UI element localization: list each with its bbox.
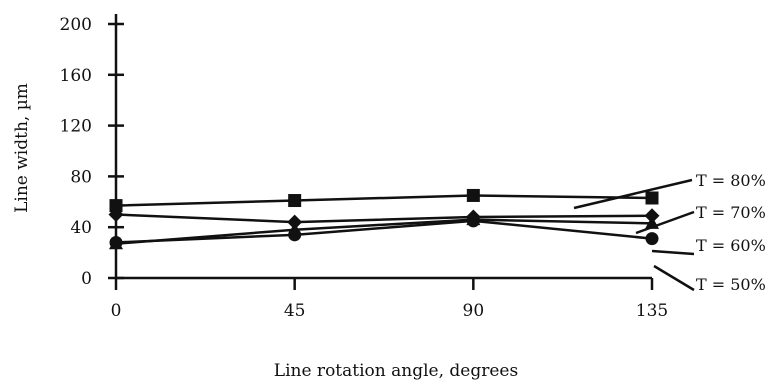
y-tick-label: 120 <box>60 117 92 137</box>
legend: T = 80% T = 70% T = 60% T = 50% <box>573 171 766 294</box>
y-tick-label: 0 <box>81 269 92 289</box>
data-point-square <box>288 194 302 208</box>
y-tick-label: 160 <box>60 66 92 86</box>
series-line-1 <box>115 194 653 207</box>
data-point-circle <box>645 232 659 246</box>
y-tick-label: 80 <box>70 167 92 187</box>
legend-leader-line <box>573 178 693 210</box>
x-axis-label: Line rotation angle, degrees <box>274 361 518 381</box>
data-point-diamond <box>287 214 303 230</box>
data-point-square <box>109 199 123 213</box>
legend-label: T = 70% <box>696 203 766 222</box>
legend-label: T = 50% <box>696 275 766 294</box>
x-tick-label: 90 <box>463 301 485 321</box>
legend-label: T = 60% <box>696 236 766 255</box>
legend-leader-line <box>653 264 695 292</box>
x-tick-label: 0 <box>111 301 122 321</box>
y-tick-label: 40 <box>70 218 92 238</box>
legend-leader-line <box>635 210 695 235</box>
y-tick-label: 200 <box>60 15 92 35</box>
data-point-diamond <box>108 207 124 222</box>
data-point-circle <box>288 228 302 242</box>
series-line-4 <box>115 219 653 244</box>
series-line-2 <box>115 213 653 224</box>
data-point-circle <box>466 214 480 228</box>
x-tick-label: 135 <box>636 301 668 321</box>
legend-leader-line <box>651 249 695 256</box>
series-line-3 <box>115 218 653 245</box>
axes: 0 40 80 120 160 200 0 45 90 135 <box>60 14 668 321</box>
y-axis-label: Line width, µm <box>12 83 32 213</box>
data-point-square <box>645 191 659 205</box>
data-point-square <box>466 188 480 202</box>
legend-label: T = 80% <box>696 171 766 190</box>
data-point-circle <box>109 235 123 249</box>
x-tick-label: 45 <box>284 301 306 321</box>
data-point-diamond <box>644 208 660 224</box>
series-lines <box>115 194 653 245</box>
data-markers <box>108 188 660 250</box>
